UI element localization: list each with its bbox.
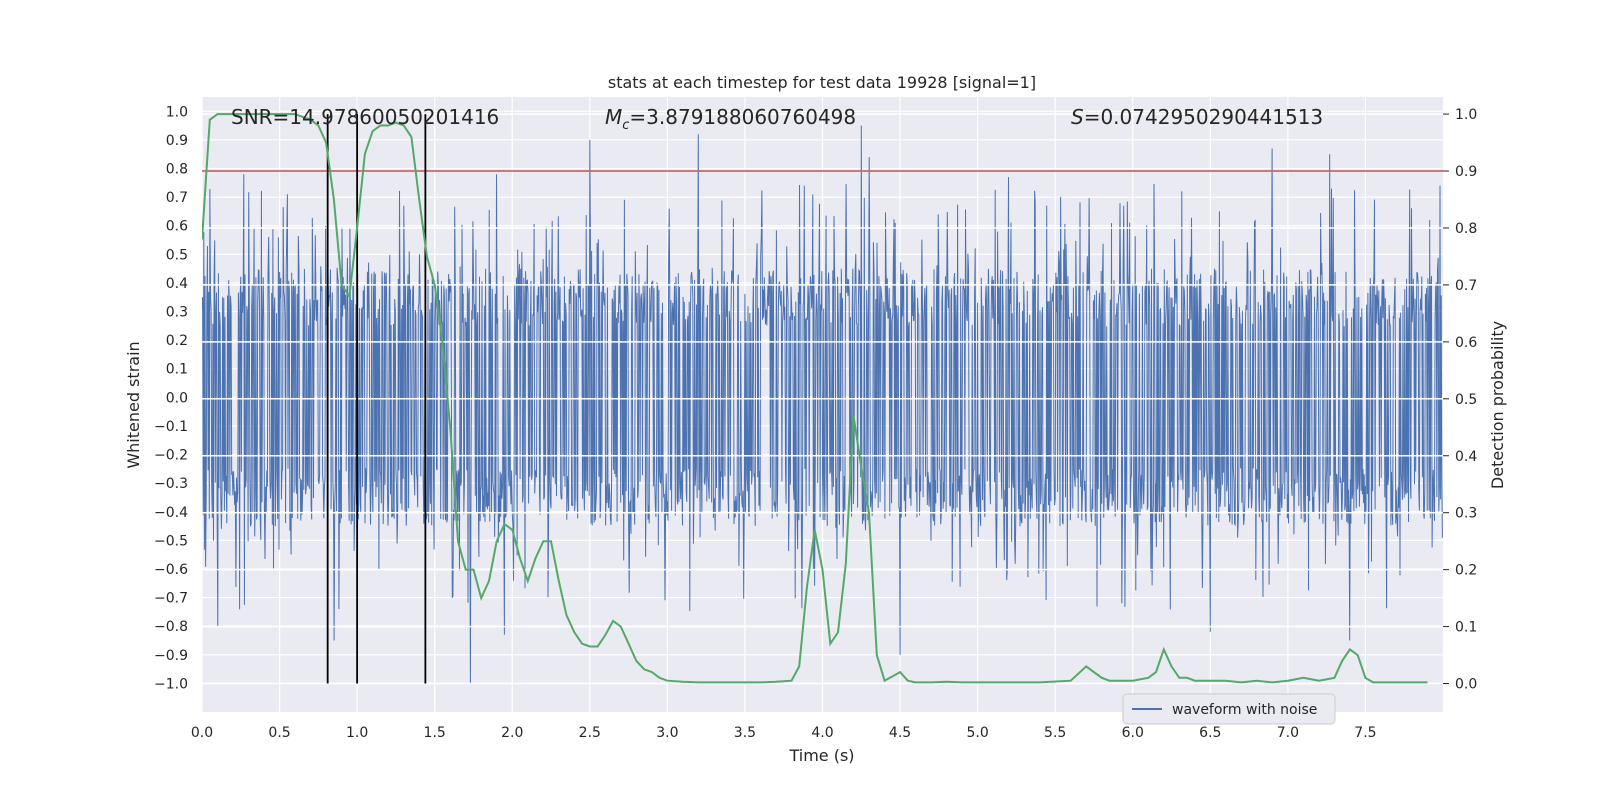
y2-tick-label: 0.2 xyxy=(1455,563,1477,579)
chart: 0.0 0.5 1.0 1.5 2.0 2.5 3.0 3.5 4.0 4.5 5.0 5.5 6.0 6… xyxy=(0,0,1600,800)
x-tick-label: 3.0 xyxy=(656,725,678,741)
x-tick-label: 0.5 xyxy=(268,725,290,741)
y2-tick-label: 0.5 xyxy=(1455,392,1477,408)
y2-tick-label: 0.9 xyxy=(1455,164,1477,180)
y2-tick-label: 0.3 xyxy=(1455,506,1477,522)
y2-tick-label: 1.0 xyxy=(1455,107,1477,123)
y-tick-label: 1.0 xyxy=(166,104,188,120)
y-tick-labels: 1.0 0.9 0.8 0.7 0.6 0.5 0.4 0.3 0.2 0.1 0.0 −0.1 −0.… xyxy=(154,104,188,692)
y-tick-label: 0.1 xyxy=(166,362,188,378)
y-axis-label: Whitened strain xyxy=(124,341,143,468)
x-tick-labels: 0.0 0.5 1.0 1.5 2.0 2.5 3.0 3.5 4.0 4.5 5.0 5.5 6.0 6… xyxy=(191,725,1377,741)
y-tick-label: 0.5 xyxy=(166,247,188,263)
y-tick-label: −0.7 xyxy=(154,591,188,607)
y2-tick-label: 0.7 xyxy=(1455,278,1477,294)
y2-tick-label: 0.8 xyxy=(1455,221,1477,237)
y-tick-label: −0.9 xyxy=(154,648,188,664)
y-tick-label: 0.3 xyxy=(166,305,188,321)
chirp-mass-label: Mc=3.879188060760498 xyxy=(605,105,856,133)
y2-tick-label: 0.1 xyxy=(1455,620,1477,636)
y2-tick-label: 0.0 xyxy=(1455,677,1477,693)
x-tick-label: 7.0 xyxy=(1277,725,1299,741)
chart-title: stats at each timestep for test data 199… xyxy=(608,73,1036,92)
y-tick-label: 0.8 xyxy=(166,162,188,178)
x-tick-label: 5.0 xyxy=(966,725,988,741)
y2-tick-label: 0.4 xyxy=(1455,449,1477,465)
x-tick-label: 3.5 xyxy=(734,725,756,741)
y-tick-label: 0.0 xyxy=(166,390,188,406)
x-tick-label: 2.0 xyxy=(501,725,523,741)
x-tick-label: 7.5 xyxy=(1354,725,1376,741)
y-tick-label: −0.5 xyxy=(154,533,188,549)
snr-label: SNR=14.97860050201416 xyxy=(231,105,499,129)
y2-tick-label: 0.6 xyxy=(1455,335,1477,351)
y-tick-label: 0.7 xyxy=(166,190,188,206)
y-tick-label: −0.1 xyxy=(154,419,188,435)
y-tick-label: 0.2 xyxy=(166,333,188,349)
legend: waveform with noise xyxy=(1123,694,1335,724)
y-tick-label: −0.8 xyxy=(154,619,188,635)
y-tick-label: 0.9 xyxy=(166,133,188,149)
x-tick-label: 1.0 xyxy=(346,725,368,741)
y-tick-label: 0.6 xyxy=(166,219,188,235)
y-tick-label: −0.4 xyxy=(154,505,188,521)
y2-tick-labels: 1.0 0.9 0.8 0.7 0.6 0.5 0.4 0.3 0.2 0.1 0.0 xyxy=(1443,107,1477,692)
chirp-mass-symbol: M xyxy=(605,105,622,129)
s-stat-value: =0.0742950290441513 xyxy=(1084,105,1323,129)
x-tick-label: 2.5 xyxy=(579,725,601,741)
y-tick-label: −0.3 xyxy=(154,476,188,492)
y-tick-label: 0.4 xyxy=(166,276,188,292)
y-tick-label: −1.0 xyxy=(154,676,188,692)
x-tick-label: 1.5 xyxy=(424,725,446,741)
y-tick-label: −0.6 xyxy=(154,562,188,578)
x-tick-label: 6.5 xyxy=(1199,725,1221,741)
x-tick-label: 6.0 xyxy=(1122,725,1144,741)
x-axis-label: Time (s) xyxy=(788,746,854,765)
x-tick-label: 5.5 xyxy=(1044,725,1066,741)
x-tick-label: 4.5 xyxy=(889,725,911,741)
y2-axis-label: Detection probability xyxy=(1488,321,1507,489)
y-tick-label: −0.2 xyxy=(154,448,188,464)
chirp-mass-value: =3.879188060760498 xyxy=(629,105,856,129)
x-tick-label: 4.0 xyxy=(811,725,833,741)
x-tick-label: 0.0 xyxy=(191,725,213,741)
legend-entry: waveform with noise xyxy=(1172,702,1317,718)
s-stat-symbol: S xyxy=(1071,105,1084,129)
s-stat-label: S=0.0742950290441513 xyxy=(1071,105,1323,129)
chirp-mass-subscript: c xyxy=(622,118,629,133)
